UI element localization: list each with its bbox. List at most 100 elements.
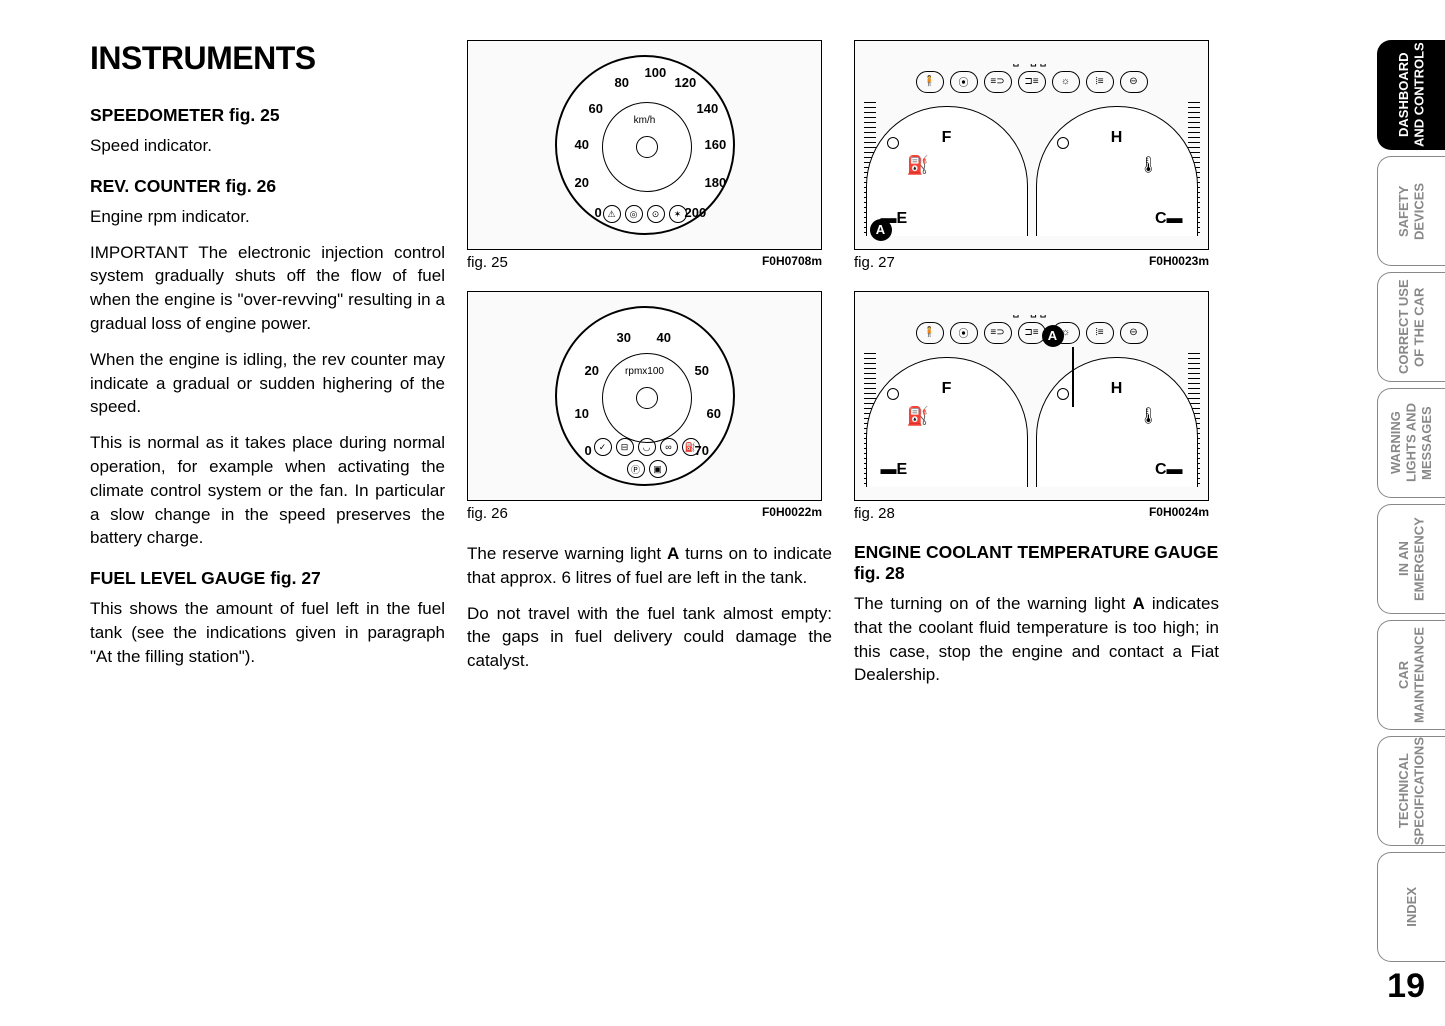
door-icon: ▣ xyxy=(649,460,667,478)
section-tab[interactable]: INDEX xyxy=(1377,852,1445,962)
reserve-body-1: The reserve warning light A turns on to … xyxy=(467,542,832,590)
fuel-title: FUEL LEVEL GAUGE fig. 27 xyxy=(90,568,445,589)
thermometer-icon: 🌡 xyxy=(1138,406,1158,426)
dial-number: 140 xyxy=(697,101,719,116)
fig28-label: fig. 28 xyxy=(854,505,895,522)
speedometer-dial: km/h 20406080100120140160180200 0 ⚠ ◎ ⊙ … xyxy=(555,55,735,235)
airbag-icon: ✶ xyxy=(669,205,687,223)
figure-27-caption: fig. 27 F0H0023m xyxy=(854,254,1209,271)
park-icon: Ⓟ xyxy=(627,460,645,478)
section-tab[interactable]: DASHBOARD AND CONTROLS xyxy=(1377,40,1445,150)
dial-number: 60 xyxy=(589,101,603,116)
belt-icon: ∞ xyxy=(660,438,678,456)
section-tab[interactable]: WARNING LIGHTS AND MESSAGES xyxy=(1377,388,1445,498)
marker-ref: A xyxy=(667,544,679,563)
text: The turning on of the warning light xyxy=(854,594,1133,613)
fuel-temp-cluster-28: ⎵ ⎵⎵ 🧍 ⦿ ≡⊃ ⊐≡ ☼ ⦙≡ ⊖ F ▬E ⛽ xyxy=(862,299,1202,494)
figure-column-2: km/h 20406080100120140160180200 0 ⚠ ◎ ⊙ … xyxy=(467,40,832,986)
engine-icon: ✓ xyxy=(594,438,612,456)
label-full: F xyxy=(942,380,952,398)
label-full: F xyxy=(942,129,952,147)
dial-number: 80 xyxy=(615,75,629,90)
brake-icon: ⊙ xyxy=(647,205,665,223)
rev-body-1: Engine rpm indicator. xyxy=(90,205,445,229)
lock-icon: ⦿ xyxy=(950,322,978,344)
temp-warning-led xyxy=(1057,388,1069,400)
rearfog-icon: ⦙≡ xyxy=(1086,322,1114,344)
lock-icon: ⦿ xyxy=(950,71,978,93)
seatbelt-icon: 🧍 xyxy=(916,322,944,344)
oil-icon: ◡ xyxy=(638,438,656,456)
display-segments: ⎵ ⎵⎵ xyxy=(862,50,1202,67)
dial-number: 20 xyxy=(585,363,599,378)
figure-25: km/h 20406080100120140160180200 0 ⚠ ◎ ⊙ … xyxy=(467,40,822,250)
rev-dial: rpmx100 10203040506070 0 ✓ ⊟ ◡ ∞ ⛽ Ⓟ ▣ xyxy=(555,306,735,486)
marker-line xyxy=(1072,347,1074,407)
abs-icon: ◎ xyxy=(625,205,643,223)
section-tab[interactable]: TECHNICAL SPECIFICATIONS xyxy=(1377,736,1445,846)
defrost-icon: ⊖ xyxy=(1120,71,1148,93)
figure-26: rpmx100 10203040506070 0 ✓ ⊟ ◡ ∞ ⛽ Ⓟ ▣ xyxy=(467,291,822,501)
dial-number: 60 xyxy=(707,406,721,421)
dial-number: 180 xyxy=(705,175,727,190)
figure-28-caption: fig. 28 F0H0024m xyxy=(854,505,1209,522)
highbeam-icon: ≡⊃ xyxy=(984,71,1012,93)
dial-number: 160 xyxy=(705,137,727,152)
battery-icon: ⊟ xyxy=(616,438,634,456)
thermometer-icon: 🌡 xyxy=(1138,155,1158,175)
fig25-code: F0H0708m xyxy=(762,254,822,271)
rev-body-4: This is normal as it takes place during … xyxy=(90,431,445,550)
figure-27: ⎵ ⎵⎵ 🧍 ⦿ ≡⊃ ⊐≡ ☼ ⦙≡ ⊖ F ▬E ⛽ xyxy=(854,40,1209,250)
defrost-icon: ⊖ xyxy=(1120,322,1148,344)
light-icon: ☼ xyxy=(1052,71,1080,93)
rev-body-3: When the engine is idling, the rev count… xyxy=(90,348,445,419)
label-empty: ▬E xyxy=(881,461,908,479)
dial-center xyxy=(636,136,658,158)
fuel-gauge: F ▬E ⛽ xyxy=(866,106,1028,236)
temp-gauge: H C▬ 🌡 xyxy=(1036,357,1198,487)
dial-number: 40 xyxy=(657,330,671,345)
pump-icon: ⛽ xyxy=(907,155,929,176)
page-number: 19 xyxy=(1387,967,1425,1006)
fuel-body: This shows the amount of fuel left in th… xyxy=(90,597,445,668)
section-tabs: DASHBOARD AND CONTROLSSAFETY DEVICESCORR… xyxy=(1377,40,1445,968)
section-tab[interactable]: CAR MAINTENANCE xyxy=(1377,620,1445,730)
dial-number: 40 xyxy=(575,137,589,152)
speedometer-title: SPEEDOMETER fig. 25 xyxy=(90,105,445,126)
rev-warning-icons: ✓ ⊟ ◡ ∞ ⛽ Ⓟ ▣ xyxy=(587,438,707,478)
dial-number: 30 xyxy=(617,330,631,345)
label-hot: H xyxy=(1111,129,1123,147)
figure-26-caption: fig. 26 F0H0022m xyxy=(467,505,822,522)
fuel-gauge: F ▬E ⛽ xyxy=(866,357,1028,487)
fig27-code: F0H0023m xyxy=(1149,254,1209,271)
temp-gauge: H C▬ 🌡 xyxy=(1036,106,1198,236)
marker-a-fig27: A xyxy=(870,219,892,241)
dial-number: 50 xyxy=(695,363,709,378)
foglight-icon: ⊐≡ xyxy=(1018,71,1046,93)
warn-icon: ⚠ xyxy=(603,205,621,223)
text: The reserve warning light xyxy=(467,544,667,563)
coolant-title: ENGINE COOLANT TEMPERATURE GAUGE fig. 28 xyxy=(854,542,1219,584)
fig26-code: F0H0022m xyxy=(762,505,822,522)
fig27-label: fig. 27 xyxy=(854,254,895,271)
coolant-body: The turning on of the warning light A in… xyxy=(854,592,1219,687)
section-tab[interactable]: IN AN EMERGENCY xyxy=(1377,504,1445,614)
reserve-body-2: Do not travel with the fuel tank almost … xyxy=(467,602,832,673)
temp-warning-led xyxy=(1057,137,1069,149)
dial-number: 100 xyxy=(645,65,667,80)
fig25-label: fig. 25 xyxy=(467,254,508,271)
display-segments: ⎵ ⎵⎵ xyxy=(862,301,1202,318)
figure-25-caption: fig. 25 F0H0708m xyxy=(467,254,822,271)
speedometer-body: Speed indicator. xyxy=(90,134,445,158)
gauges-pair: F ▬E ⛽ H C▬ 🌡 xyxy=(862,106,1202,236)
label-cold: C▬ xyxy=(1155,210,1183,228)
rearfog-icon: ⦙≡ xyxy=(1086,71,1114,93)
fuel-warning-led xyxy=(887,388,899,400)
section-tab[interactable]: CORRECT USE OF THE CAR xyxy=(1377,272,1445,382)
dial-number: 10 xyxy=(575,406,589,421)
dial-number: 120 xyxy=(675,75,697,90)
marker-ref: A xyxy=(1133,594,1145,613)
section-tab[interactable]: SAFETY DEVICES xyxy=(1377,156,1445,266)
pump-icon: ⛽ xyxy=(907,406,929,427)
fig26-label: fig. 26 xyxy=(467,505,508,522)
